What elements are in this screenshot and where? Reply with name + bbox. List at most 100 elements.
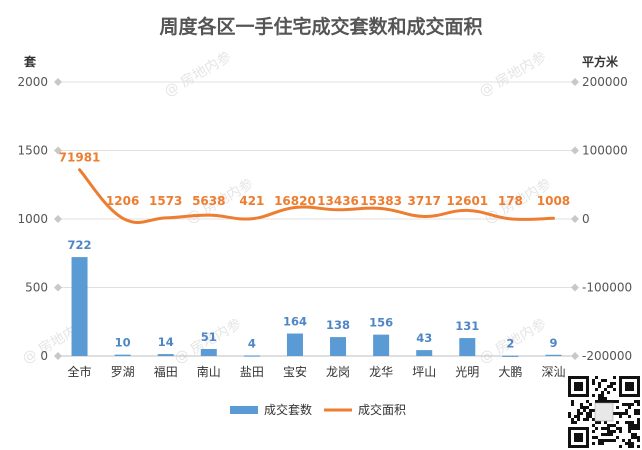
qr-module <box>607 391 610 394</box>
qr-module <box>607 424 610 427</box>
qr-module <box>598 439 601 442</box>
watermark-text: @ 房地内参 <box>161 48 234 100</box>
qr-module <box>577 415 580 418</box>
bar <box>502 355 519 357</box>
qr-module <box>634 412 637 415</box>
area-line <box>78 168 555 224</box>
qr-module <box>577 409 580 412</box>
axis-marker <box>54 283 62 292</box>
bar-value-label: 51 <box>201 330 217 344</box>
axis-marker <box>54 78 62 86</box>
qr-module <box>607 433 610 436</box>
qr-module <box>580 403 583 406</box>
qr-module <box>586 418 589 421</box>
qr-module <box>589 403 592 406</box>
qr-module <box>637 418 640 421</box>
qr-module <box>568 415 571 418</box>
line-value-label: 71981 <box>59 151 101 165</box>
qr-module <box>628 430 631 433</box>
qr-module <box>598 385 601 388</box>
left-axis-ticks: 0 500 1000 1500 2000 <box>17 75 48 363</box>
bar-value-label: 138 <box>326 318 350 332</box>
qr-module <box>604 397 607 400</box>
qr-module <box>613 412 616 415</box>
qr-module <box>598 394 601 397</box>
bar-value-label: 164 <box>283 315 307 329</box>
qr-module <box>577 418 580 421</box>
qr-module <box>592 442 595 445</box>
qr-module <box>586 400 589 403</box>
bar <box>545 354 562 356</box>
qr-module <box>598 421 601 424</box>
qr-module <box>601 433 604 436</box>
qr-module <box>571 400 574 403</box>
qr-module <box>592 430 595 433</box>
category-labels: 全市 罗湖 福田 南山 盐田 宝安 龙岗 龙华 坪山 光明 大鹏 深汕 <box>68 364 566 379</box>
bar-value-label: 14 <box>158 335 174 349</box>
axis-marker <box>54 352 62 360</box>
qr-module <box>631 445 634 448</box>
category-label: 龙华 <box>369 365 393 379</box>
qr-module <box>595 388 598 391</box>
left-tick-label: 0 <box>40 349 48 363</box>
right-tick-label: 200000 <box>582 75 628 89</box>
qr-module <box>613 376 616 379</box>
bar <box>373 334 390 356</box>
qr-module <box>592 424 595 427</box>
qr-module <box>592 436 595 439</box>
axis-marker <box>571 146 579 155</box>
qr-logo <box>594 402 614 422</box>
qr-module <box>607 427 610 430</box>
right-tick-label: 0 <box>582 212 590 226</box>
qr-module <box>634 409 637 412</box>
qr-module <box>637 436 640 439</box>
line-value-label: 3717 <box>408 194 441 208</box>
legend-label: 成交面积 <box>358 402 406 417</box>
qr-module <box>583 409 586 412</box>
qr-module <box>595 400 598 403</box>
qr-module <box>598 400 601 403</box>
left-tick-label: 1000 <box>17 212 48 226</box>
qr-module <box>574 415 577 418</box>
qr-module <box>622 412 625 415</box>
qr-module <box>595 427 598 430</box>
qr-module <box>613 388 616 391</box>
qr-module <box>628 406 631 409</box>
left-tick-label: 2000 <box>17 75 48 89</box>
qr-module <box>634 427 637 430</box>
qr-module <box>616 421 619 424</box>
qr-module <box>613 430 616 433</box>
qr-module <box>610 385 613 388</box>
category-label: 光明 <box>455 365 479 379</box>
bar <box>459 338 476 356</box>
qr-module <box>571 421 574 424</box>
qr-module <box>619 445 622 448</box>
bar <box>114 354 131 356</box>
qr-module <box>607 400 610 403</box>
qr-module <box>634 424 637 427</box>
left-tick-label: 500 <box>25 281 48 295</box>
qr-module <box>595 376 598 379</box>
qr-module <box>631 427 634 430</box>
axis-marker <box>54 215 62 223</box>
bar-value-label: 43 <box>416 331 432 345</box>
qr-module <box>637 412 640 415</box>
qr-module <box>610 433 613 436</box>
watermark-text: @ 房地内参 <box>476 48 549 100</box>
qr-module <box>634 433 637 436</box>
qr-module <box>631 421 634 424</box>
category-label: 坪山 <box>412 365 436 379</box>
qr-module <box>589 409 592 412</box>
qr-module <box>601 427 604 430</box>
qr-module <box>610 400 613 403</box>
axis-marker <box>54 146 62 155</box>
qr-module <box>568 412 571 415</box>
qr-module <box>613 382 616 385</box>
qr-module <box>595 421 598 424</box>
qr-module <box>625 409 628 412</box>
qr-module <box>619 412 622 415</box>
qr-module <box>607 439 610 442</box>
category-label: 全市 <box>68 364 92 379</box>
qr-module <box>601 400 604 403</box>
bar <box>330 337 347 356</box>
